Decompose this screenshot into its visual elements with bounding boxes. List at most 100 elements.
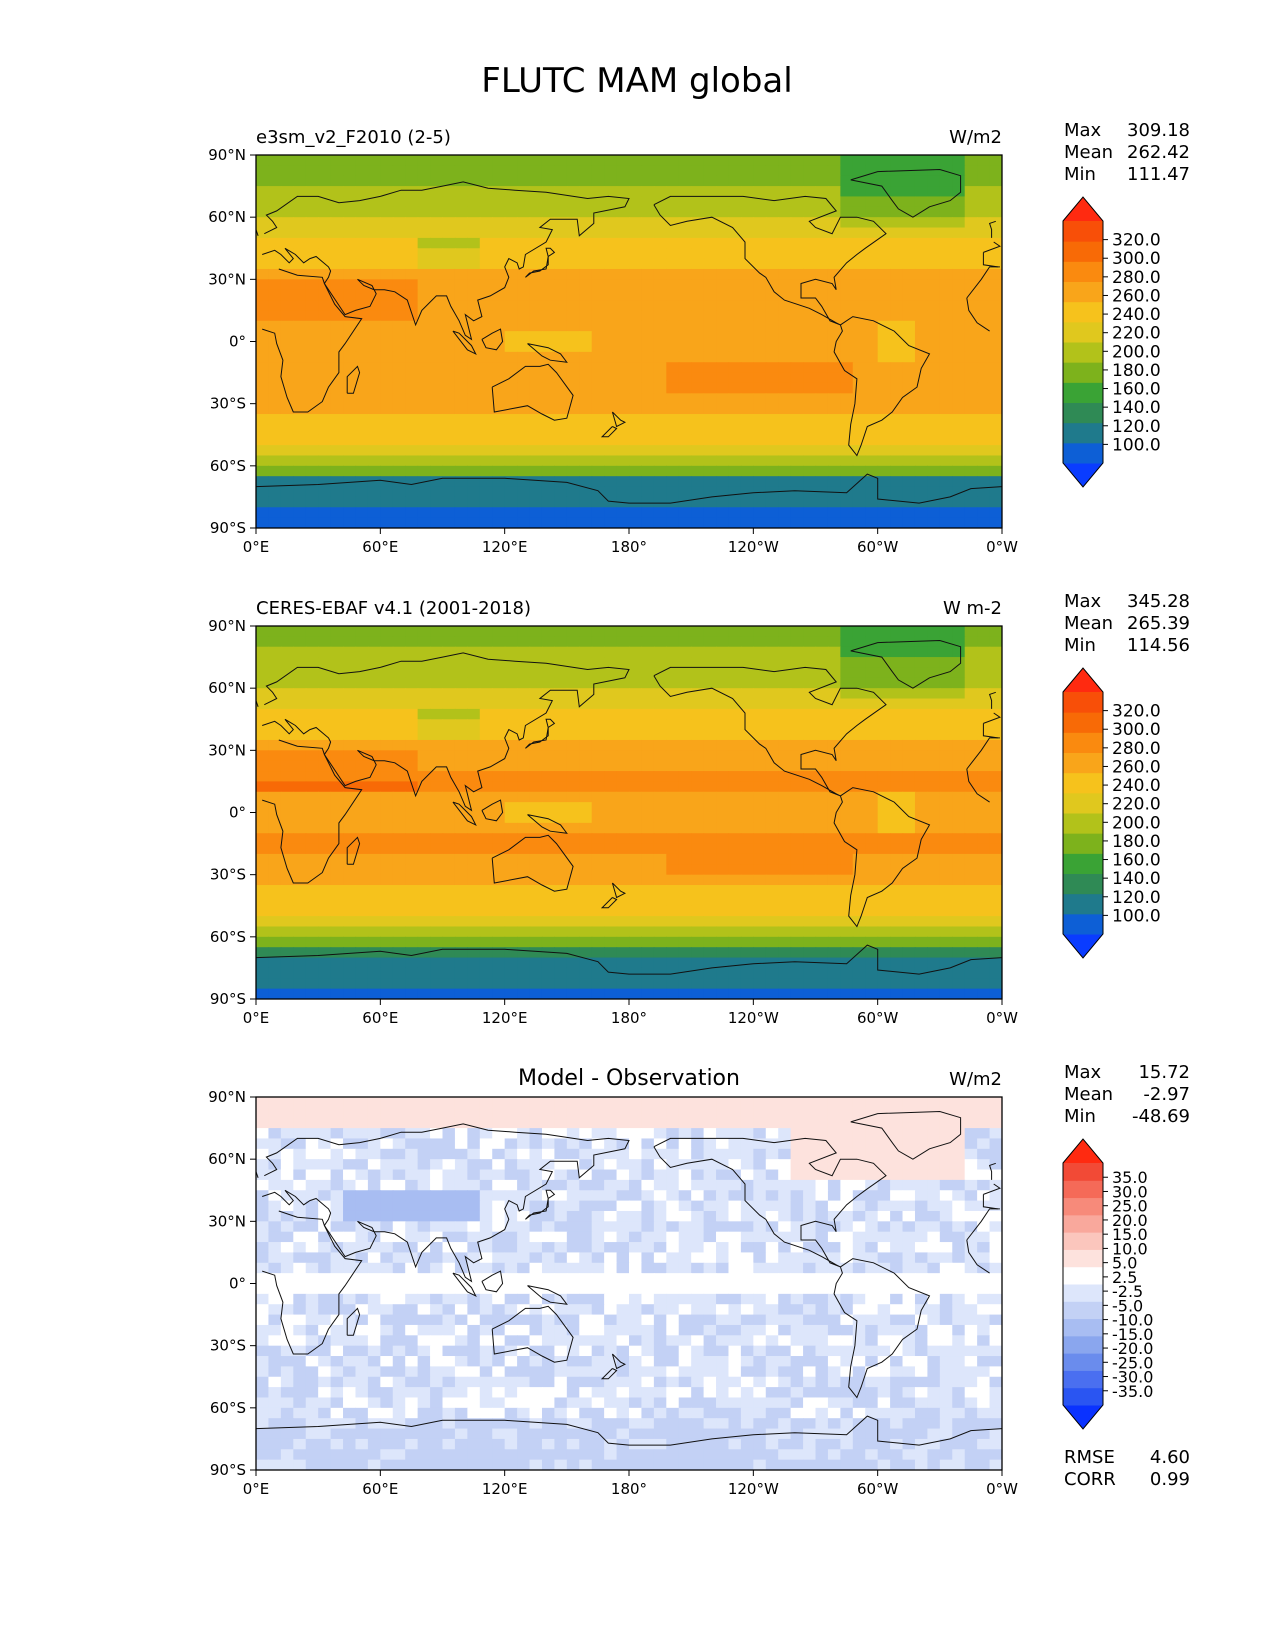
- field-cell: [678, 802, 692, 814]
- field-cell: [827, 822, 841, 834]
- field-cell: [939, 476, 953, 488]
- field-cell: [430, 1159, 444, 1171]
- field-cell: [604, 874, 618, 886]
- field-cell: [728, 626, 742, 637]
- field-cell: [939, 688, 953, 700]
- field-cell: [890, 750, 904, 762]
- field-cell: [579, 781, 593, 793]
- field-cell: [653, 424, 667, 436]
- field-cell: [641, 341, 655, 353]
- field-cell: [827, 636, 841, 648]
- field-cell: [330, 434, 344, 446]
- field-cell: [678, 988, 692, 999]
- field-cell: [989, 196, 1002, 208]
- field-cell: [579, 331, 593, 343]
- field-cell: [293, 916, 307, 928]
- field-cell: [529, 1138, 543, 1150]
- field-cell: [989, 688, 1002, 700]
- field-cell: [293, 967, 307, 979]
- field-cell: [442, 843, 456, 855]
- field-cell: [293, 434, 307, 446]
- field-cell: [678, 486, 692, 498]
- field-cell: [305, 905, 319, 917]
- field-cell: [430, 258, 444, 270]
- field-cell: [268, 1159, 282, 1171]
- field-cell: [454, 268, 468, 280]
- field-cell: [554, 750, 568, 762]
- field-cell: [467, 465, 481, 477]
- field-cell: [939, 729, 953, 741]
- field-cell: [952, 165, 966, 177]
- field-cell: [479, 351, 493, 363]
- field-cell: [554, 978, 568, 990]
- field-cell: [479, 864, 493, 876]
- field-cell: [330, 1148, 344, 1160]
- field-cell: [467, 1169, 481, 1181]
- field-cell: [914, 988, 928, 999]
- field-cell: [952, 626, 966, 637]
- field-cell: [927, 739, 941, 751]
- field-cell: [666, 626, 680, 637]
- field-cell: [616, 175, 630, 187]
- field-cell: [454, 760, 468, 772]
- field-cell: [678, 771, 692, 783]
- field-cell: [380, 268, 394, 280]
- field-cell: [343, 1097, 357, 1108]
- field-cell: [691, 507, 705, 519]
- field-cell: [803, 822, 817, 834]
- field-cell: [554, 833, 568, 845]
- field-cell: [467, 791, 481, 803]
- field-cell: [989, 978, 1002, 990]
- field-cell: [977, 1138, 991, 1150]
- field-cell: [554, 719, 568, 731]
- field-cell: [740, 382, 754, 394]
- field-cell: [877, 196, 891, 208]
- field-cell: [554, 175, 568, 187]
- colorbar-tick-label: 200.0: [1112, 342, 1161, 362]
- field-cell: [492, 833, 506, 845]
- field-cell: [641, 1128, 655, 1140]
- field-cell: [865, 750, 879, 762]
- field-cell: [566, 802, 580, 814]
- field-cell: [927, 1148, 941, 1160]
- field-cell: [367, 947, 381, 959]
- field-cell: [541, 1138, 555, 1150]
- field-cell: [479, 874, 493, 886]
- field-cell: [442, 853, 456, 865]
- field-cell: [616, 445, 630, 457]
- field-cell: [504, 957, 518, 969]
- field-cell: [268, 175, 282, 187]
- field-cell: [691, 196, 705, 208]
- field-cell: [939, 289, 953, 301]
- field-cell: [454, 1169, 468, 1181]
- field-cell: [343, 351, 357, 363]
- field-cell: [753, 476, 767, 488]
- field-cell: [629, 1097, 643, 1108]
- field-cell: [392, 1148, 406, 1160]
- field-cell: [716, 936, 730, 948]
- field-cell: [740, 279, 754, 291]
- field-cell: [256, 455, 270, 467]
- field-cell: [902, 434, 916, 446]
- field-cell: [318, 486, 332, 498]
- field-cell: [554, 1159, 568, 1171]
- field-cell: [554, 853, 568, 865]
- field-cell: [653, 1117, 667, 1129]
- field-cell: [504, 916, 518, 928]
- field-cell: [529, 476, 543, 488]
- field-cell: [256, 853, 270, 865]
- field-cell: [927, 843, 941, 855]
- field-cell: [977, 1128, 991, 1140]
- field-cell: [616, 237, 630, 249]
- field-cell: [902, 895, 916, 907]
- field-cell: [827, 967, 841, 979]
- field-cell: [343, 781, 357, 793]
- field-cell: [343, 206, 357, 218]
- field-cell: [604, 1169, 618, 1181]
- field-cell: [691, 636, 705, 648]
- field-cell: [305, 885, 319, 896]
- field-cell: [579, 885, 593, 896]
- field-cell: [566, 626, 580, 637]
- field-cell: [877, 434, 891, 446]
- field-cell: [914, 341, 928, 353]
